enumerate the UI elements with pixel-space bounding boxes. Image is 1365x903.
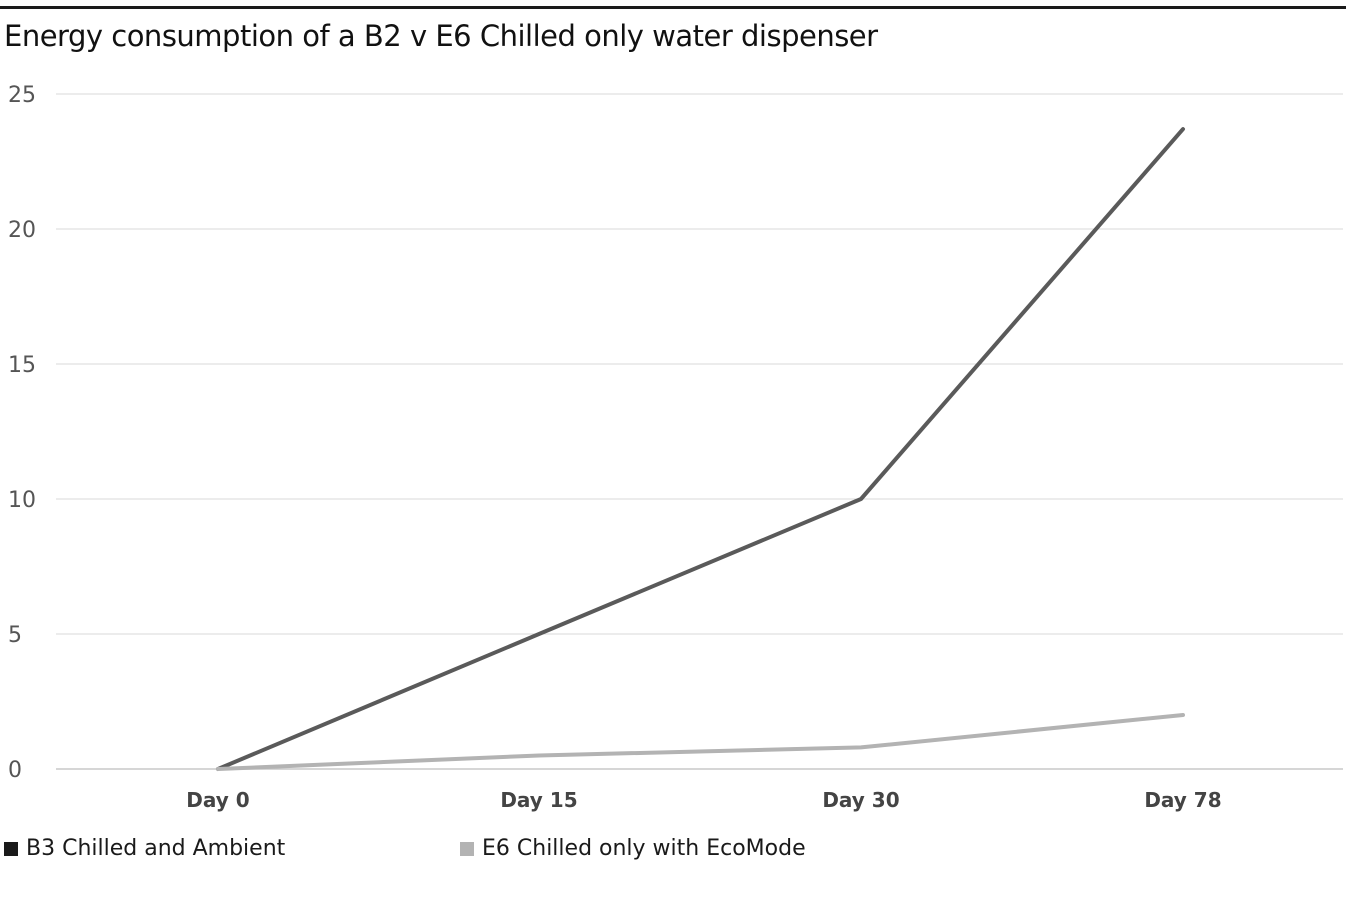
x-tick-label-day-30: Day 30 xyxy=(822,788,899,812)
legend-item-e6: E6 Chilled only with EcoMode xyxy=(460,836,806,861)
series-line-b3-chilled-and-ambient xyxy=(216,127,1185,771)
gridlines xyxy=(56,93,1343,770)
x-axis-ticks: Day 0 Day 15 Day 30 Day 78 xyxy=(186,788,1221,812)
chart-title: Energy consumption of a B2 v E6 Chilled … xyxy=(4,19,878,53)
y-tick-label-0: 0 xyxy=(8,758,22,783)
top-rule xyxy=(0,6,1346,9)
x-tick-label-day-78: Day 78 xyxy=(1144,788,1221,812)
legend-swatch-e6 xyxy=(460,841,474,856)
y-tick-label-10: 10 xyxy=(8,488,36,513)
series-lines xyxy=(216,127,1185,771)
legend: B3 Chilled and Ambient E6 Chilled only w… xyxy=(0,836,1365,870)
y-tick-label-15: 15 xyxy=(8,353,36,378)
y-axis-ticks: 0 5 10 15 20 25 xyxy=(8,83,36,783)
legend-swatch-b3 xyxy=(4,841,18,856)
x-tick-label-day-15: Day 15 xyxy=(500,788,577,812)
x-tick-label-day-0: Day 0 xyxy=(186,788,249,812)
legend-label-e6: E6 Chilled only with EcoMode xyxy=(482,836,806,861)
line-chart: 0 5 10 15 20 25 Day 0 Day 15 Day 30 Day 78 xyxy=(8,83,1343,812)
y-tick-label-5: 5 xyxy=(8,623,22,648)
legend-label-b3: B3 Chilled and Ambient xyxy=(26,836,286,861)
y-tick-label-25: 25 xyxy=(8,83,36,108)
legend-item-b3: B3 Chilled and Ambient xyxy=(4,836,285,861)
series-line-e6-chilled-only-with-ecomode xyxy=(216,713,1185,771)
y-tick-label-20: 20 xyxy=(8,218,36,243)
